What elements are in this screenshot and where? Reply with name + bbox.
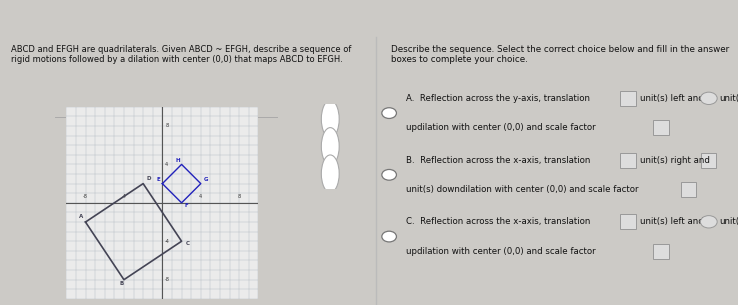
Text: unit(s) right and: unit(s) right and xyxy=(640,156,710,165)
Text: +: + xyxy=(325,114,335,124)
Text: updilation with center (0,0) and scale factor: updilation with center (0,0) and scale f… xyxy=(406,247,595,256)
Text: F: F xyxy=(184,203,188,208)
FancyBboxPatch shape xyxy=(701,152,716,167)
Circle shape xyxy=(700,92,717,105)
Text: unit(s): unit(s) xyxy=(719,94,738,103)
Text: A: A xyxy=(79,214,83,219)
Text: -4: -4 xyxy=(165,239,170,244)
Text: -4: -4 xyxy=(122,194,126,199)
Text: 4: 4 xyxy=(165,162,168,167)
Circle shape xyxy=(321,100,339,138)
Text: -8: -8 xyxy=(83,194,88,199)
Text: unit(s) downdilation with center (0,0) and scale factor: unit(s) downdilation with center (0,0) a… xyxy=(406,185,638,194)
Text: E: E xyxy=(156,177,160,182)
Text: C: C xyxy=(185,241,190,246)
Text: updilation with center (0,0) and scale factor: updilation with center (0,0) and scale f… xyxy=(406,123,595,132)
FancyBboxPatch shape xyxy=(653,244,669,259)
Text: ↺: ↺ xyxy=(325,169,335,179)
FancyBboxPatch shape xyxy=(621,214,635,229)
Text: Describe the sequence. Select the correct choice below and fill in the answer
bo: Describe the sequence. Select the correc… xyxy=(391,45,729,64)
FancyBboxPatch shape xyxy=(621,91,635,106)
Text: -8: -8 xyxy=(165,277,170,282)
Circle shape xyxy=(382,170,396,180)
Text: unit(s) left and: unit(s) left and xyxy=(640,94,704,103)
Text: 8: 8 xyxy=(165,124,168,128)
Text: ABCD and EFGH are quadrilaterals. Given ABCD ~ EFGH, describe a sequence of
rigi: ABCD and EFGH are quadrilaterals. Given … xyxy=(11,45,351,64)
FancyBboxPatch shape xyxy=(621,152,635,167)
Text: B.  Reflection across the x-axis, translation: B. Reflection across the x-axis, transla… xyxy=(406,156,590,165)
FancyBboxPatch shape xyxy=(680,182,696,197)
Circle shape xyxy=(382,108,396,118)
Text: −: − xyxy=(325,142,335,151)
Circle shape xyxy=(321,127,339,165)
Circle shape xyxy=(700,216,717,228)
Text: B: B xyxy=(119,282,123,286)
Text: unit(s) left and: unit(s) left and xyxy=(640,217,704,226)
Text: H: H xyxy=(176,157,180,163)
Text: A.  Reflection across the y-axis, translation: A. Reflection across the y-axis, transla… xyxy=(406,94,590,103)
Circle shape xyxy=(321,155,339,192)
Text: 8: 8 xyxy=(238,194,241,199)
Text: D: D xyxy=(147,176,151,181)
Text: unit(s): unit(s) xyxy=(719,217,738,226)
Text: C.  Reflection across the x-axis, translation: C. Reflection across the x-axis, transla… xyxy=(406,217,590,226)
Circle shape xyxy=(382,231,396,242)
FancyBboxPatch shape xyxy=(653,120,669,135)
Text: 4: 4 xyxy=(199,194,202,199)
Text: G: G xyxy=(204,177,208,182)
